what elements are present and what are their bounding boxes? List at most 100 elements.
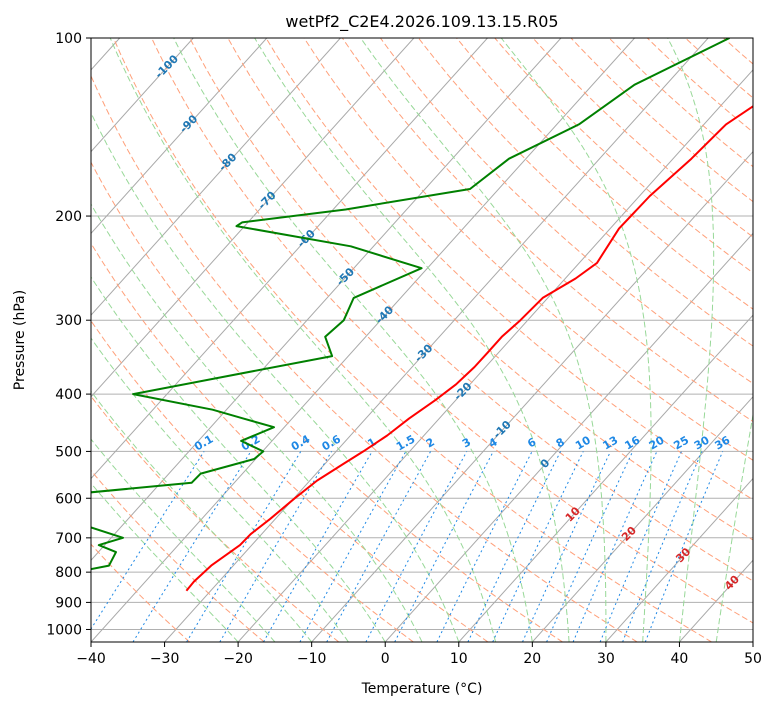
y-tick-label: 600: [55, 491, 82, 507]
dewpoint-profile-line: [91, 38, 730, 571]
moist-adiabat-line: [91, 337, 349, 642]
isotherm-line: [384, 232, 753, 642]
isotherm-line: [91, 38, 415, 398]
dry-adiabat-line: [570, 38, 753, 203]
chart-title: wetPf2_C2E4.2026.109.13.15.R05: [285, 12, 558, 32]
x-axis-label: Temperature (°C): [361, 681, 483, 697]
mixing-ratio-label: 1.5: [394, 432, 417, 453]
moist-adiabat-line: [254, 38, 570, 642]
mixing-ratio-line: [394, 451, 494, 642]
dry-adiabat-line: [91, 161, 563, 642]
x-tick-label: −40: [76, 651, 106, 667]
dry-adiabat-line: [494, 38, 753, 274]
y-tick-label: 1000: [46, 623, 82, 639]
y-tick-label: 700: [55, 531, 82, 547]
mixing-ratio-line: [219, 451, 333, 642]
axis-ticks: −40 −30 −20 −10 0 10 20 30 40 5010020030040050060…: [46, 31, 762, 667]
dry-adiabat-line: [91, 74, 638, 642]
dry-adiabat-line: [379, 38, 753, 385]
moist-adiabat-line: [91, 438, 276, 642]
mixing-ratio-line: [365, 451, 468, 642]
x-tick-label: −30: [150, 651, 180, 667]
moist-adiabat-line: [91, 482, 239, 642]
y-tick-label: 900: [55, 595, 82, 611]
dry-adiabat-line: [91, 543, 190, 642]
y-tick-label: 200: [55, 209, 82, 225]
temperature-profile-line: [185, 105, 753, 592]
mixing-ratio-line: [599, 451, 682, 642]
dry-adiabat-line: [646, 38, 753, 133]
dry-adiabat-line: [91, 319, 414, 642]
dry-adiabat-line: [265, 38, 753, 501]
moist-adiabat-line: [91, 111, 460, 642]
isotherm-line: [91, 38, 341, 316]
mixing-ratio-label: 10: [573, 433, 593, 452]
mixing-ratio-line: [326, 451, 432, 642]
mixing-ratio-line: [436, 451, 533, 642]
x-tick-label: 50: [744, 651, 762, 667]
plot-area: 0.1 0.2 0.4 0.6 1 1.5 2 3 4 6 8 10 13 16 20 25 30 36-100-…: [91, 38, 753, 642]
mixing-ratio-label: 13: [600, 434, 620, 453]
moist-adiabat-line: [91, 276, 386, 642]
dry-adiabat-line: [189, 38, 753, 582]
x-tick-label: 0: [381, 651, 390, 667]
isotherm-line: [91, 38, 635, 642]
mixing-ratio-line: [644, 451, 724, 642]
mixing-ratio-line: [299, 451, 407, 642]
moist-adiabat-line: [91, 203, 423, 642]
y-tick-label: 100: [55, 31, 82, 47]
mixing-ratio-label: 30: [692, 433, 712, 452]
plot-frame: [90, 37, 754, 643]
x-tick-label: 20: [523, 651, 541, 667]
dry-adiabat-line: [456, 38, 753, 310]
moist-adiabat-line: [500, 38, 652, 642]
y-axis-label: Pressure (hPa): [12, 290, 28, 390]
mixing-ratio-line: [186, 451, 302, 642]
isotherm-line: [458, 314, 753, 642]
x-tick-label: −10: [297, 651, 327, 667]
moist-adiabat-line: [715, 412, 753, 642]
isotherm-line: [531, 396, 753, 642]
dry-adiabat-line: [608, 38, 753, 168]
y-tick-label: 500: [55, 444, 82, 460]
isotherm-line: [311, 150, 753, 642]
mixing-ratio-line: [492, 451, 584, 642]
dry-adiabat-line: [418, 38, 753, 347]
isotherm-line: [679, 559, 753, 642]
moist-adiabat-line: [173, 38, 533, 642]
isotherm-line: [752, 641, 753, 642]
x-tick-label: 40: [670, 651, 688, 667]
mixing-ratio-line: [467, 451, 562, 642]
dry-adiabat-line: [151, 38, 753, 624]
dry-adiabat-line: [532, 38, 753, 238]
moist-adiabat-line: [667, 38, 715, 642]
moist-adiabat-line: [109, 38, 497, 642]
y-tick-label: 300: [55, 313, 82, 329]
mixing-ratio-line: [622, 451, 703, 642]
mixing-ratio-label: 3: [460, 435, 473, 450]
isotherm-line: [91, 38, 268, 235]
dry-adiabat-line: [91, 469, 265, 642]
dry-adiabat-line: [91, 242, 489, 642]
y-tick-label: 400: [55, 387, 82, 403]
x-tick-label: 10: [450, 651, 468, 667]
x-tick-label: −20: [223, 651, 253, 667]
dry-adiabat-line: [227, 38, 753, 541]
mixing-ratio-label: 20: [647, 433, 667, 452]
mixing-ratio-line: [132, 451, 252, 642]
x-tick-label: 30: [597, 651, 615, 667]
dry-adiabat-line: [91, 395, 340, 642]
isotherm-line: [237, 69, 753, 642]
mixing-ratio-label: 0.4: [289, 432, 313, 453]
mixing-ratio-label: 25: [671, 434, 691, 453]
y-tick-label: 800: [55, 565, 82, 581]
mixing-ratio-label: 16: [623, 433, 643, 452]
isotherm-line: [605, 477, 753, 642]
mixing-ratio-line: [263, 451, 373, 642]
moist-adiabat-line: [91, 390, 313, 642]
dry-adiabat-line: [341, 38, 753, 423]
moist-adiabat-line: [360, 38, 607, 642]
mixing-ratio-label: 36: [713, 433, 733, 452]
mixing-ratio-label: 6: [525, 435, 538, 450]
